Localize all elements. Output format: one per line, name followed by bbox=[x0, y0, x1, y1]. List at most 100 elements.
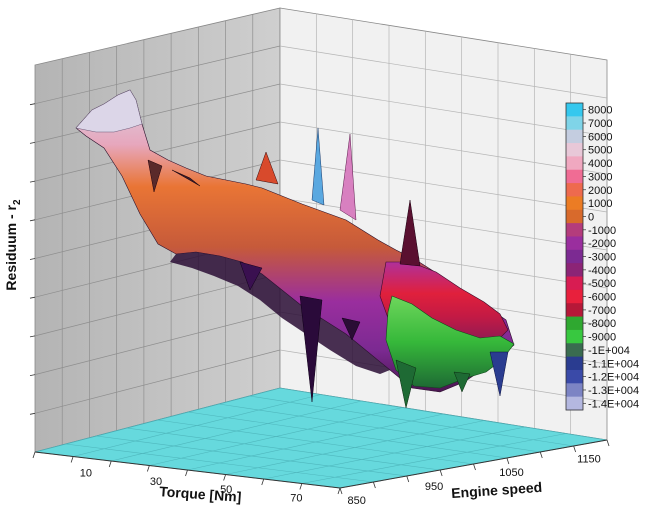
grid-line bbox=[301, 433, 567, 484]
spike bbox=[489, 351, 509, 397]
colorbar-swatch bbox=[566, 169, 583, 184]
colorbar-tick-label: 3000 bbox=[588, 171, 612, 183]
grid-line bbox=[73, 394, 321, 457]
grid-line bbox=[263, 426, 526, 480]
spike bbox=[255, 151, 279, 185]
y-axis-title: Residuum - r2 bbox=[3, 199, 23, 291]
colorbar-swatch bbox=[566, 329, 583, 344]
torque-tick-mark bbox=[223, 474, 227, 481]
spike bbox=[339, 133, 357, 221]
grid-line bbox=[279, 197, 608, 251]
colorbar-tick-label: -1000 bbox=[588, 225, 616, 237]
colorbar-tick-label: -8000 bbox=[588, 318, 616, 330]
grid-line bbox=[279, 45, 608, 99]
torque-tick-mark bbox=[299, 483, 303, 490]
grid-line bbox=[111, 400, 362, 462]
grid-line bbox=[34, 45, 281, 105]
colorbar-tick-label: -1.4E+004 bbox=[588, 398, 639, 410]
residuum-tick-mark bbox=[29, 335, 36, 338]
surface-peak-light bbox=[75, 89, 143, 133]
colorbar-tick-label: -3000 bbox=[588, 252, 616, 264]
residuum-tick-mark bbox=[29, 412, 36, 415]
colorbar-swatch bbox=[566, 303, 583, 317]
colorbar-swatch bbox=[566, 129, 583, 144]
residuum-axis-ticks bbox=[29, 103, 36, 415]
grid-line bbox=[225, 420, 485, 475]
spike bbox=[399, 199, 421, 267]
engine-speed-tick-mark bbox=[606, 439, 610, 447]
spike bbox=[147, 159, 163, 193]
y-axis-title-subscript: 2 bbox=[12, 199, 23, 205]
torque-tick-label: 70 bbox=[290, 492, 302, 504]
grid-line bbox=[279, 83, 608, 137]
torque-tick-mark bbox=[261, 478, 265, 486]
colorbar-swatch bbox=[566, 396, 583, 411]
torque-tick-mark bbox=[146, 465, 150, 472]
engine-speed-tick-label: 1050 bbox=[499, 467, 523, 479]
engine-speed-tick-mark bbox=[539, 451, 543, 459]
spike bbox=[311, 127, 325, 206]
spike bbox=[299, 295, 323, 403]
colorbar-swatch bbox=[566, 116, 583, 131]
colorbar-swatch bbox=[566, 383, 583, 398]
torque-tick-label: 30 bbox=[150, 476, 162, 488]
spike bbox=[453, 371, 471, 393]
torque-tick-label: 50 bbox=[220, 484, 232, 496]
engine-speed-tick-mark bbox=[573, 445, 577, 453]
colorbar-swatch bbox=[566, 289, 583, 304]
engine-speed-tick-label: 1150 bbox=[577, 453, 601, 465]
colorbar-tick-label: 5000 bbox=[588, 145, 612, 157]
colorbar-swatch bbox=[566, 263, 583, 277]
colorbar-tick-label: 6000 bbox=[588, 131, 612, 143]
residuum-tick-mark bbox=[29, 180, 36, 183]
colorbar-tick-label: -1E+004 bbox=[588, 345, 630, 357]
colorbar-swatch bbox=[566, 356, 583, 371]
engine-speed-tick-mark bbox=[506, 457, 510, 465]
residuum-tick-mark bbox=[29, 103, 36, 106]
colorbar-swatch bbox=[566, 183, 583, 197]
engine-speed-tick-label: 850 bbox=[348, 495, 366, 506]
y-axis-title-text: Residuum - r bbox=[3, 204, 19, 290]
grid-line bbox=[34, 349, 281, 414]
colorbar-swatch bbox=[566, 236, 583, 251]
residual-surface bbox=[75, 89, 515, 409]
z-axis-title: Engine speed bbox=[451, 479, 543, 501]
colorbar-swatch bbox=[566, 343, 583, 358]
spike bbox=[171, 169, 201, 187]
colorbar-swatch bbox=[566, 316, 583, 331]
colorbar-tick-label: -1.3E+004 bbox=[588, 385, 639, 397]
colorbar-swatch bbox=[566, 196, 583, 211]
x-axis-title: Torque [Nm] bbox=[159, 483, 242, 505]
svg-text:Residuum - r2: Residuum - r2 bbox=[3, 199, 23, 291]
colorbar-tick-label: -4000 bbox=[588, 265, 616, 277]
torque-tick-mark bbox=[337, 487, 341, 495]
torque-tick-label: 10 bbox=[80, 467, 92, 479]
colorbar-tick-label: 1000 bbox=[588, 198, 612, 210]
residuum-tick-mark bbox=[29, 374, 36, 376]
grid-line bbox=[187, 413, 444, 471]
torque-tick-mark bbox=[108, 460, 112, 468]
colorbar-swatch bbox=[566, 143, 583, 157]
colorbar-swatch bbox=[566, 249, 583, 264]
colorbar-tick-label: -7000 bbox=[588, 305, 616, 317]
residuum-tick-mark bbox=[29, 142, 36, 144]
engine-speed-axis-ticks: 850 950 1050 1150 bbox=[339, 439, 610, 506]
colorbar-swatch bbox=[566, 103, 583, 117]
surface-underside bbox=[170, 252, 390, 374]
torque-tick-mark bbox=[185, 469, 188, 477]
colorbar-swatch bbox=[566, 223, 583, 237]
colorbar-tick-label: 7000 bbox=[588, 118, 612, 130]
colorbar-tick-label: 4000 bbox=[588, 158, 612, 170]
grid-line bbox=[34, 83, 281, 143]
engine-speed-tick-mark bbox=[339, 487, 343, 495]
spike bbox=[341, 317, 361, 341]
colorbar-tick-label: -2000 bbox=[588, 238, 616, 250]
engine-speed-tick-label: 950 bbox=[425, 481, 443, 493]
spike bbox=[395, 359, 417, 409]
engine-speed-tick-mark bbox=[473, 463, 476, 471]
spike bbox=[239, 261, 263, 291]
colorbar-swatch bbox=[566, 369, 583, 384]
engine-speed-tick-mark bbox=[406, 475, 410, 483]
